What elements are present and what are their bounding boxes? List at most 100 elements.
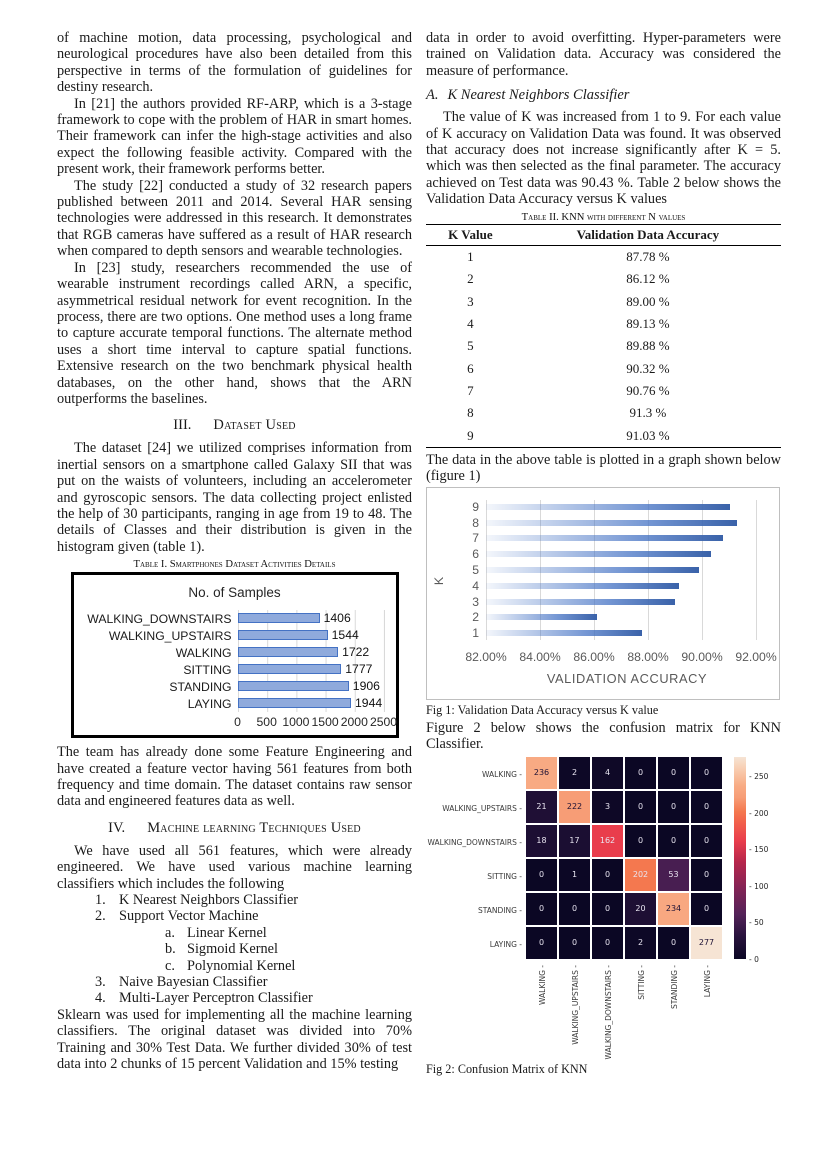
list-item: 3. Naive Bayesian Classifier [57,974,412,990]
bar-track: 1722 [237,644,385,662]
paragraph: In [21] the authors provided RF-ARP, whi… [57,95,412,178]
table-cell: 90.32 % [626,360,670,376]
two-column-layout: of machine motion, data processing, psyc… [57,30,781,1079]
table-row: 7 90.76 % [426,380,781,402]
table-cell: 3 [467,293,474,309]
heatmap-cell: 18 [526,824,557,857]
bar-value-label: 1944 [355,696,383,711]
column-label: WALKING - [538,964,547,1005]
row-label: WALKING_UPSTAIRS - [442,803,522,813]
bar-track: 1544 [237,627,385,645]
x-tick-label: 88.00% [627,649,669,664]
table-cell: 89.13 % [626,315,670,331]
heatmap-cell: 0 [625,790,656,823]
y-tick-label: 2 [472,610,479,625]
table-row: 1 87.78 % [426,245,781,268]
row-label: LAYING - [489,939,522,949]
bar-row: LAYING 1944 [74,695,396,713]
bar-row: WALKING_DOWNSTAIRS 1406 [74,610,396,628]
list-number: 4. [95,990,106,1007]
paragraph: The data in the above table is plotted i… [426,452,781,485]
bar [486,582,679,589]
section-heading-ml-techniques: IV. Machine learning Techniques Used [57,820,412,837]
table1-caption: Table I. Smartphones Dataset Activities … [133,559,336,571]
list-item: 2. Support Vector Machine [57,908,412,924]
classifier-list: 1. K Nearest Neighbors Classifier 2. Suppor… [57,892,412,1007]
x-tick-label: 2500 [369,715,398,730]
paragraph: The dataset [24] we utilized comprises i… [57,440,412,555]
right-column: data in order to avoid overfitting. Hype… [426,30,781,1079]
heatmap-cell: 1 [559,858,590,891]
heatmap-cell: 0 [691,790,722,823]
x-tick-label: 0 [234,715,241,730]
column-header: Validation Data Accuracy [576,226,720,242]
paragraph: The team has already done some Feature E… [57,744,412,810]
y-tick-label: 6 [472,547,479,562]
y-tick-label: 8 [472,515,479,530]
list-text: Polynomial Kernel [187,957,296,974]
bar [237,681,349,692]
left-column: of machine motion, data processing, psyc… [57,30,412,1079]
y-tick-label: 5 [472,563,479,578]
table-header-row: K Value Validation Data Accuracy [426,224,781,246]
heatmap-cell: 20 [625,892,656,925]
x-tick-label: 1500 [311,715,339,730]
heatmap-cell: 0 [658,790,689,823]
heatmap-cell: 4 [592,756,623,789]
table-cell: 7 [467,383,474,399]
heatmap-cell: 0 [592,926,623,959]
heatmap-cell: 0 [526,892,557,925]
column-label: SITTING - [637,964,646,1000]
list-item: c. Polynomial Kernel [57,958,412,974]
heatmap-cell: 0 [691,892,722,925]
row-label: STANDING - [477,905,522,915]
table-cell: 4 [467,315,474,331]
list-item: 4. Multi-Layer Perceptron Classifier [57,990,412,1006]
bar [237,698,352,709]
heatmap-cell: 0 [658,824,689,857]
table-row: 8 91.3 % [426,402,781,424]
heatmap-cell: 234 [658,892,689,925]
bar-row: STANDING 1906 [74,678,396,696]
y-tick-label: 9 [472,499,479,514]
section-number: IV. [108,819,126,836]
table2-caption: Table II. KNN with different N values [521,211,686,223]
x-tick-label: 1000 [282,715,310,730]
bar [486,598,675,605]
heatmap-cell: 0 [559,926,590,959]
heatmap-cell: 0 [625,824,656,857]
paragraph: We have used all 561 features, which wer… [57,842,412,892]
colorbar-tick-label: - 250 [749,772,769,782]
confusion-matrix-heatmap: 236 2 4 0 0 0 21 222 3 0 0 0 18 17 162 0 0 0 0 1 0 202 53 0 0 0 0 2… [426,756,781,1059]
gridline [756,499,757,640]
bar [486,535,723,542]
x-tick-label: 82.00% [465,649,507,664]
y-tick-label: 1 [472,626,479,641]
table-cell: 91.3 % [629,405,667,421]
paragraph: In [23] study, researchers recommended t… [57,259,412,407]
category-label: WALKING [175,645,232,660]
subsection-label: A. [426,87,439,104]
list-text: Multi-Layer Perceptron Classifier [119,990,313,1007]
bar-track: 1777 [237,661,385,679]
paragraph: Figure 2 below shows the confusion matri… [426,719,781,753]
heatmap-cell: 277 [691,926,722,959]
bar-value-label: 1777 [345,662,373,677]
y-tick-label: 4 [472,578,479,593]
subsection-heading-knn: A. K Nearest Neighbors Classifier [426,87,781,104]
x-tick-label: 92.00% [735,649,777,664]
bar [486,519,738,526]
list-item: 1. K Nearest Neighbors Classifier [57,892,412,908]
list-number: c. [165,957,175,974]
category-label: STANDING [169,679,232,694]
bar-row: WALKING 1722 [74,644,396,662]
subsection-title: K Nearest Neighbors Classifier [447,87,630,104]
category-label: SITTING [183,662,232,677]
fig1-caption: Fig 1: Validation Data Accuracy versus K… [426,702,659,717]
bar-value-label: 1544 [331,628,359,643]
table-row: 6 90.32 % [426,358,781,380]
x-tick-label: 2000 [340,715,368,730]
table-cell: 87.78 % [626,248,670,264]
bar-track: 1944 [237,695,385,713]
bar-row: SITTING 1777 [74,661,396,679]
